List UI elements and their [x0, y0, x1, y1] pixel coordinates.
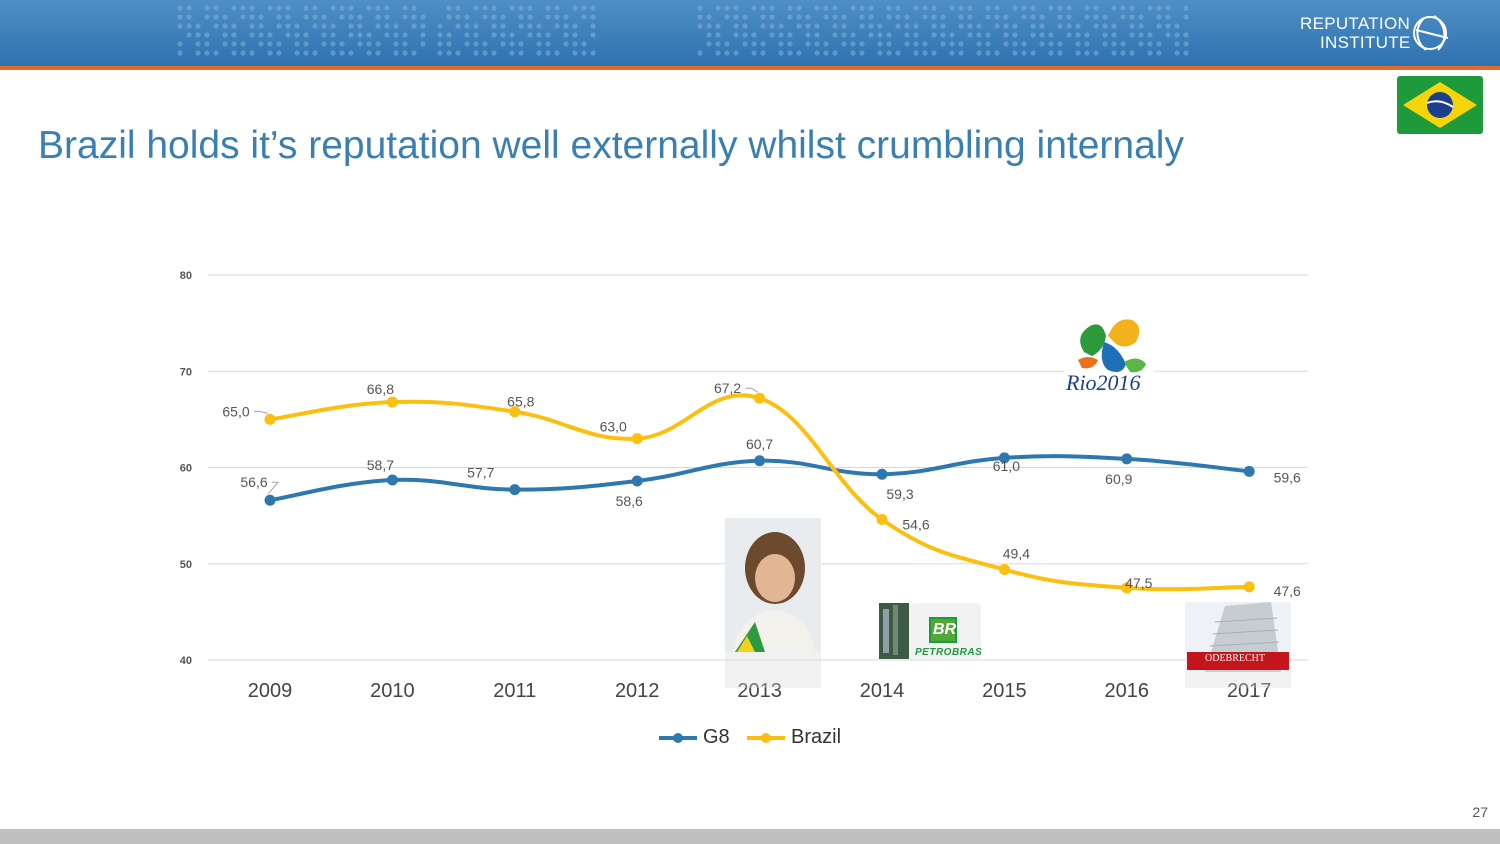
- data-point-brazil-2013: [754, 392, 766, 404]
- data-point-brazil-2011: [509, 406, 521, 418]
- data-label-brazil-2014: 54,6: [902, 516, 929, 532]
- petrobras-wordmark: PETROBRAS: [915, 647, 983, 658]
- header-band: REPUTATION INSTITUTE: [0, 0, 1500, 66]
- data-labels: 56,6 58,7 57,7 58,6 60,7 59,3 61,0 60,9 59,6 65,0…: [222, 380, 1301, 599]
- petrobras-logo-image: BR PETROBRAS: [879, 603, 983, 659]
- data-label-brazil-2017: 47,6: [1274, 583, 1301, 599]
- x-tick-label-2013: 2013: [737, 680, 782, 702]
- slide-title: Brazil holds it’s reputation well extern…: [38, 124, 1184, 167]
- data-point-brazil-2016: [1121, 582, 1133, 594]
- data-label-brazil-2012: 63,0: [600, 419, 627, 435]
- data-label-brazil-2015: 49,4: [1003, 546, 1030, 562]
- logo-text-line1: REPUTATION: [1300, 14, 1411, 33]
- globe-icon: [1413, 15, 1449, 51]
- data-label-g8-2010: 58,7: [367, 457, 394, 473]
- y-tick-label-70: 70: [180, 366, 192, 378]
- data-label-g8-2014: 59,3: [886, 486, 913, 502]
- data-point-g8-2009: [264, 494, 276, 506]
- y-axis-ticks: 40 50 60 70 80: [180, 270, 192, 667]
- odebrecht-wordmark: ODEBRECHT: [1205, 653, 1265, 664]
- footer-band: [0, 829, 1500, 844]
- data-label-g8-2011: 57,7: [467, 465, 494, 481]
- x-tick-label-2009: 2009: [248, 680, 293, 702]
- rio2016-logo-image: Rio2016: [1064, 306, 1154, 418]
- legend-swatch-brazil: [747, 733, 785, 743]
- data-point-g8-2014: [876, 468, 888, 480]
- x-axis-ticks: 2009 2010 2011 2012 2013 2014 2015 2016 2017: [248, 680, 1272, 702]
- reputation-institute-logo: REPUTATION INSTITUTE: [1300, 10, 1470, 56]
- data-point-brazil-2015: [998, 564, 1010, 576]
- data-point-g8-2013: [754, 455, 766, 467]
- x-tick-label-2017: 2017: [1227, 680, 1272, 702]
- petrobras-mark: BR: [933, 621, 957, 638]
- legend-swatch-g8: [659, 733, 697, 743]
- brazil-flag-icon: [1397, 76, 1483, 134]
- leader-line-g8-2009: [267, 481, 280, 495]
- leader-line-brazil-2009: [254, 410, 269, 414]
- data-label-brazil-2009: 65,0: [222, 403, 249, 419]
- data-point-brazil-2017: [1243, 581, 1255, 593]
- legend-label-g8: G8: [703, 726, 730, 748]
- data-label-brazil-2011: 65,8: [507, 394, 534, 410]
- data-point-brazil-2014: [876, 513, 888, 525]
- data-point-g8-2015: [998, 452, 1010, 464]
- data-label-brazil-2010: 66,8: [367, 381, 394, 397]
- logo-text-line2: INSTITUTE: [1320, 33, 1411, 52]
- odebrecht-building-image: ODEBRECHT: [1185, 602, 1291, 688]
- data-point-brazil-2009: [264, 413, 276, 425]
- data-label-g8-2012: 58,6: [616, 493, 643, 509]
- data-label-g8-2015: 61,0: [993, 458, 1020, 474]
- data-label-g8-2016: 60,9: [1105, 471, 1132, 487]
- president-photo-image: [725, 518, 821, 688]
- y-tick-label-40: 40: [180, 655, 192, 667]
- x-tick-label-2012: 2012: [615, 680, 660, 702]
- y-tick-label-80: 80: [180, 270, 192, 282]
- world-dot-map: [177, 5, 1189, 56]
- header-accent-rule: [0, 66, 1500, 70]
- data-label-brazil-2016: 47,5: [1125, 575, 1152, 591]
- data-point-g8-2010: [386, 474, 398, 486]
- rio2016-wordmark: Rio2016: [1066, 370, 1141, 395]
- x-tick-label-2014: 2014: [860, 680, 905, 702]
- x-tick-label-2010: 2010: [370, 680, 415, 702]
- y-tick-label-60: 60: [180, 463, 192, 475]
- x-tick-label-2016: 2016: [1105, 680, 1150, 702]
- data-point-brazil-2010: [386, 396, 398, 408]
- legend-label-brazil: Brazil: [791, 726, 842, 748]
- data-label-g8-2017: 59,6: [1274, 469, 1301, 485]
- y-tick-label-50: 50: [180, 559, 192, 571]
- page-number: 27: [1472, 804, 1488, 820]
- data-label-g8-2013: 60,7: [746, 436, 773, 452]
- leader-line-brazil-2013: [745, 387, 758, 393]
- data-point-g8-2011: [509, 484, 521, 496]
- data-label-g8-2009: 56,6: [240, 474, 267, 490]
- chart-series: [264, 392, 1255, 594]
- data-point-brazil-2012: [631, 433, 643, 445]
- x-tick-label-2015: 2015: [982, 680, 1027, 702]
- data-label-brazil-2013: 67,2: [714, 380, 741, 396]
- x-tick-label-2011: 2011: [493, 680, 536, 702]
- data-point-g8-2016: [1121, 453, 1133, 465]
- data-point-g8-2017: [1243, 465, 1255, 477]
- data-point-g8-2012: [631, 475, 643, 487]
